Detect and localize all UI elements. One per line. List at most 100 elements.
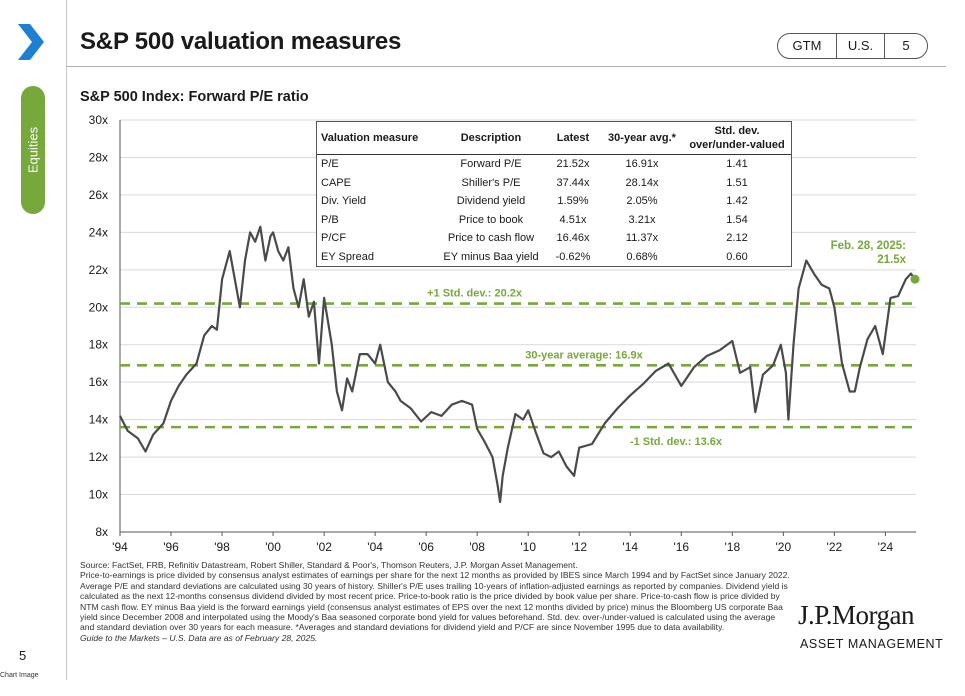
x-tick-label: '96 bbox=[163, 540, 179, 554]
annotation-value: 21.5x bbox=[877, 254, 906, 266]
y-tick-label: 20x bbox=[89, 300, 108, 314]
x-tick-label: '00 bbox=[265, 540, 281, 554]
table-row: EY Spread EY minus Baa yield -0.62% 0.68% 0.… bbox=[317, 248, 791, 267]
reference-label: -1 Std. dev.: 13.6x bbox=[630, 436, 723, 448]
y-tick-label: 14x bbox=[89, 413, 108, 427]
table-cell: P/B bbox=[321, 213, 339, 226]
nav-separator bbox=[884, 34, 885, 58]
y-tick-label: 26x bbox=[89, 188, 108, 202]
table-cell: 1.54 bbox=[726, 213, 748, 226]
x-tick-label: '24 bbox=[878, 540, 894, 554]
annotation-date: Feb. 28, 2025: bbox=[831, 240, 906, 252]
x-axis: '94 '96 '98 '00 '02 '04 '06 '08 '10 '12 '14 '16 '18 '… bbox=[112, 532, 894, 554]
x-tick-label: '08 bbox=[469, 540, 485, 554]
y-tick-label: 22x bbox=[89, 263, 108, 277]
table-cell: Price to cash flow bbox=[447, 232, 535, 245]
x-tick-label: '16 bbox=[673, 540, 689, 554]
y-tick-label: 24x bbox=[89, 225, 108, 239]
end-annotation: Feb. 28, 2025: 21.5x bbox=[831, 240, 920, 284]
y-tick-label: 12x bbox=[89, 450, 108, 464]
series-line bbox=[119, 225, 916, 504]
table-cell: CAPE bbox=[321, 176, 351, 189]
nav-pill: GTM U.S. 5 bbox=[777, 33, 928, 59]
table-cell: Div. Yield bbox=[321, 195, 367, 208]
x-tick-label: '20 bbox=[776, 540, 792, 554]
x-tick-label: '94 bbox=[112, 540, 128, 554]
table-cell: -0.62% bbox=[555, 250, 591, 263]
x-tick-label: '10 bbox=[520, 540, 536, 554]
table-cell: 0.60 bbox=[726, 250, 748, 263]
table-cell: P/E bbox=[321, 158, 339, 171]
table-row: CAPE Shiller's P/E 37.44x 28.14x 1.51 bbox=[317, 174, 791, 193]
asset-management-label: ASSET MANAGEMENT bbox=[800, 637, 944, 651]
table-row: P/E Forward P/E 21.52x 16.91x 1.41 bbox=[317, 155, 791, 174]
source-notes: Source: FactSet, FRB, Refinitiv Datastre… bbox=[80, 560, 790, 643]
table-cell: 1.42 bbox=[726, 195, 748, 208]
section-tab[interactable] bbox=[21, 86, 45, 214]
nav-gtm[interactable]: GTM bbox=[792, 38, 822, 53]
notes-text: Price-to-earnings is price divided by co… bbox=[80, 570, 790, 633]
table-cell: 3.21x bbox=[628, 213, 656, 226]
table-header: Std. dev. over/under-valued bbox=[683, 122, 791, 155]
table-cell: Forward P/E bbox=[460, 158, 522, 171]
table-header: Valuation measure bbox=[317, 122, 437, 155]
table-header: Description bbox=[437, 122, 545, 155]
y-axis: 8x 10x 12x 14x 16x 18x 20x 22x 24x 26x 28x 30x bbox=[89, 113, 108, 539]
page-number: 5 bbox=[19, 648, 27, 663]
nav-page[interactable]: 5 bbox=[902, 38, 910, 53]
x-tick-label: '06 bbox=[418, 540, 434, 554]
x-tick-label: '98 bbox=[214, 540, 230, 554]
table-cell: EY Spread bbox=[321, 250, 375, 263]
table-cell: 11.37x bbox=[625, 232, 659, 245]
jpmorgan-logo: J.P.Morgan bbox=[798, 600, 915, 630]
chevron-right-icon bbox=[18, 24, 44, 60]
nav-us[interactable]: U.S. bbox=[847, 38, 874, 53]
table-cell: 16.91x bbox=[625, 158, 659, 171]
reference-lines: +1 Std. dev.: 20.2x 30-year average: 16.9… bbox=[120, 288, 916, 448]
table-cell: 2.12 bbox=[726, 232, 748, 245]
x-tick-label: '04 bbox=[367, 540, 383, 554]
table-cell: 2.05% bbox=[626, 195, 658, 208]
table-row: P/CF Price to cash flow 16.46x 11.37x 2.12 bbox=[317, 229, 791, 248]
table-header-row: Valuation measure Description Latest 30-… bbox=[317, 122, 791, 155]
guide-line: Guide to the Markets – U.S. Data are as … bbox=[80, 632, 318, 643]
series-group bbox=[119, 225, 916, 504]
page-title: S&P 500 valuation measures bbox=[80, 28, 402, 55]
reference-label: 30-year average: 16.9x bbox=[525, 349, 643, 361]
nav-separator bbox=[836, 34, 837, 58]
x-tick-label: '22 bbox=[827, 540, 843, 554]
y-tick-label: 8x bbox=[95, 525, 108, 539]
table-cell: P/CF bbox=[321, 232, 347, 245]
table-cell: 0.68% bbox=[626, 250, 658, 263]
x-tick-label: '12 bbox=[571, 540, 587, 554]
y-tick-label: 30x bbox=[89, 113, 108, 127]
y-tick-label: 10x bbox=[89, 488, 108, 502]
table-cell: EY minus Baa yield bbox=[443, 250, 539, 263]
y-tick-label: 28x bbox=[89, 150, 108, 164]
table-cell: Price to book bbox=[458, 213, 524, 226]
table-cell: 16.46x bbox=[556, 232, 590, 245]
table-header: Latest bbox=[545, 122, 601, 155]
table-cell: 1.41 bbox=[726, 158, 748, 171]
table-cell: 21.52x bbox=[556, 158, 590, 171]
valuation-table: Valuation measure Description Latest 30-… bbox=[316, 121, 792, 267]
end-point-marker bbox=[910, 274, 920, 284]
y-tick-label: 18x bbox=[89, 338, 108, 352]
table-cell: Shiller's P/E bbox=[461, 176, 521, 189]
table-cell: 37.44x bbox=[556, 176, 590, 189]
title-divider bbox=[66, 66, 946, 67]
source-line: Source: FactSet, FRB, Refinitiv Datastre… bbox=[80, 560, 578, 570]
table-row: P/B Price to book 4.51x 3.21x 1.54 bbox=[317, 211, 791, 230]
table-cell: 4.51x bbox=[559, 213, 587, 226]
table-row: Div. Yield Dividend yield 1.59% 2.05% 1.42 bbox=[317, 192, 791, 211]
table-cell: Dividend yield bbox=[456, 195, 526, 208]
table-cell: 1.51 bbox=[726, 176, 748, 189]
reference-label: +1 Std. dev.: 20.2x bbox=[427, 288, 523, 300]
table-header: 30-year avg.* bbox=[601, 122, 683, 155]
chart: S&P 500 Index: Forward P/E ratio 8x 10x 12… bbox=[80, 89, 920, 554]
table-cell: 1.59% bbox=[557, 195, 589, 208]
x-tick-label: '18 bbox=[724, 540, 740, 554]
table-cell: 28.14x bbox=[625, 176, 659, 189]
x-tick-label: '14 bbox=[622, 540, 638, 554]
y-tick-label: 16x bbox=[89, 375, 108, 389]
